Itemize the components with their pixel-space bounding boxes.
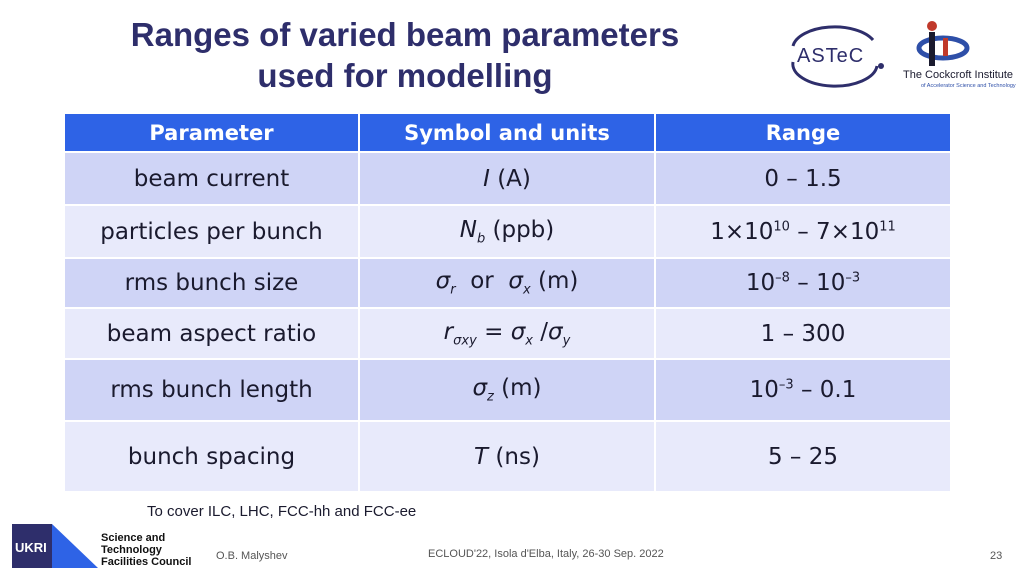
slide-title: Ranges of varied beam parameters used fo… [60, 14, 750, 96]
header-symbol: Symbol and units [359, 114, 656, 152]
cell-symbol: σz (m) [359, 358, 656, 421]
title-line-1: Ranges of varied beam parameters [130, 16, 680, 53]
cell-parameter: rms bunch length [65, 358, 360, 421]
cell-parameter: bunch spacing [65, 420, 360, 491]
cockcroft-logo: The Cockcroft Institute of Accelerator S… [903, 21, 1016, 89]
page-number: 23 [990, 550, 1003, 562]
header-range: Range [655, 114, 950, 152]
footer-conference: ECLOUD'22, Isola d'Elba, Italy, 26-30 Se… [428, 548, 664, 560]
cell-range: 10–3 – 0.1 [655, 358, 950, 421]
cell-parameter: rms bunch size [65, 257, 360, 308]
cell-symbol: rσxy = σx /σy [359, 307, 656, 359]
stfc-logo-text: Science and Technology Facilities Counci… [101, 532, 192, 568]
cell-symbol: T (ns) [359, 420, 656, 491]
astec-logo: ASTeC [791, 25, 884, 88]
cell-range: 1×1010 – 7×1011 [655, 204, 950, 258]
coverage-note: To cover ILC, LHC, FCC-hh and FCC-ee [147, 503, 417, 520]
cockcroft-name: The Cockcroft Institute [903, 69, 1013, 81]
table-row: rms bunch size σr or σx (m) 10–8 – 10–3 [65, 257, 950, 308]
title-line-2: used for modelling [257, 57, 553, 94]
table-row: bunch spacing T (ns) 5 – 25 [65, 420, 950, 491]
footer-author: O.B. Malyshev [216, 550, 288, 562]
cell-range: 0 – 1.5 [655, 151, 950, 205]
ukri-text: UKRI [15, 540, 47, 555]
cell-range: 1 – 300 [655, 307, 950, 359]
parameter-table: Parameter Symbol and units Range beam cu… [65, 114, 950, 491]
cell-parameter: particles per bunch [65, 204, 360, 258]
cell-symbol: σr or σx (m) [359, 257, 656, 308]
table-header: Parameter Symbol and units Range [65, 114, 950, 152]
table-row: beam aspect ratio rσxy = σx /σy 1 – 300 [65, 307, 950, 359]
cell-parameter: beam aspect ratio [65, 307, 360, 359]
cell-range: 5 – 25 [655, 420, 950, 491]
ukri-logo: UKRI [12, 524, 98, 568]
header-parameter: Parameter [65, 114, 360, 152]
table-row: particles per bunch Nb (ppb) 1×1010 – 7×… [65, 204, 950, 258]
table-row: beam current I (A) 0 – 1.5 [65, 151, 950, 205]
cell-symbol: I (A) [359, 151, 656, 205]
cockcroft-sub: of Accelerator Science and Technology [921, 83, 1016, 89]
logos: ASTeC The Cockcroft Institute of Acceler… [791, 21, 1016, 89]
cell-parameter: beam current [65, 151, 360, 205]
cell-symbol: Nb (ppb) [359, 204, 656, 258]
table-row: rms bunch length σz (m) 10–3 – 0.1 [65, 358, 950, 421]
astec-text: ASTeC [797, 45, 864, 67]
cell-range: 10–8 – 10–3 [655, 257, 950, 308]
